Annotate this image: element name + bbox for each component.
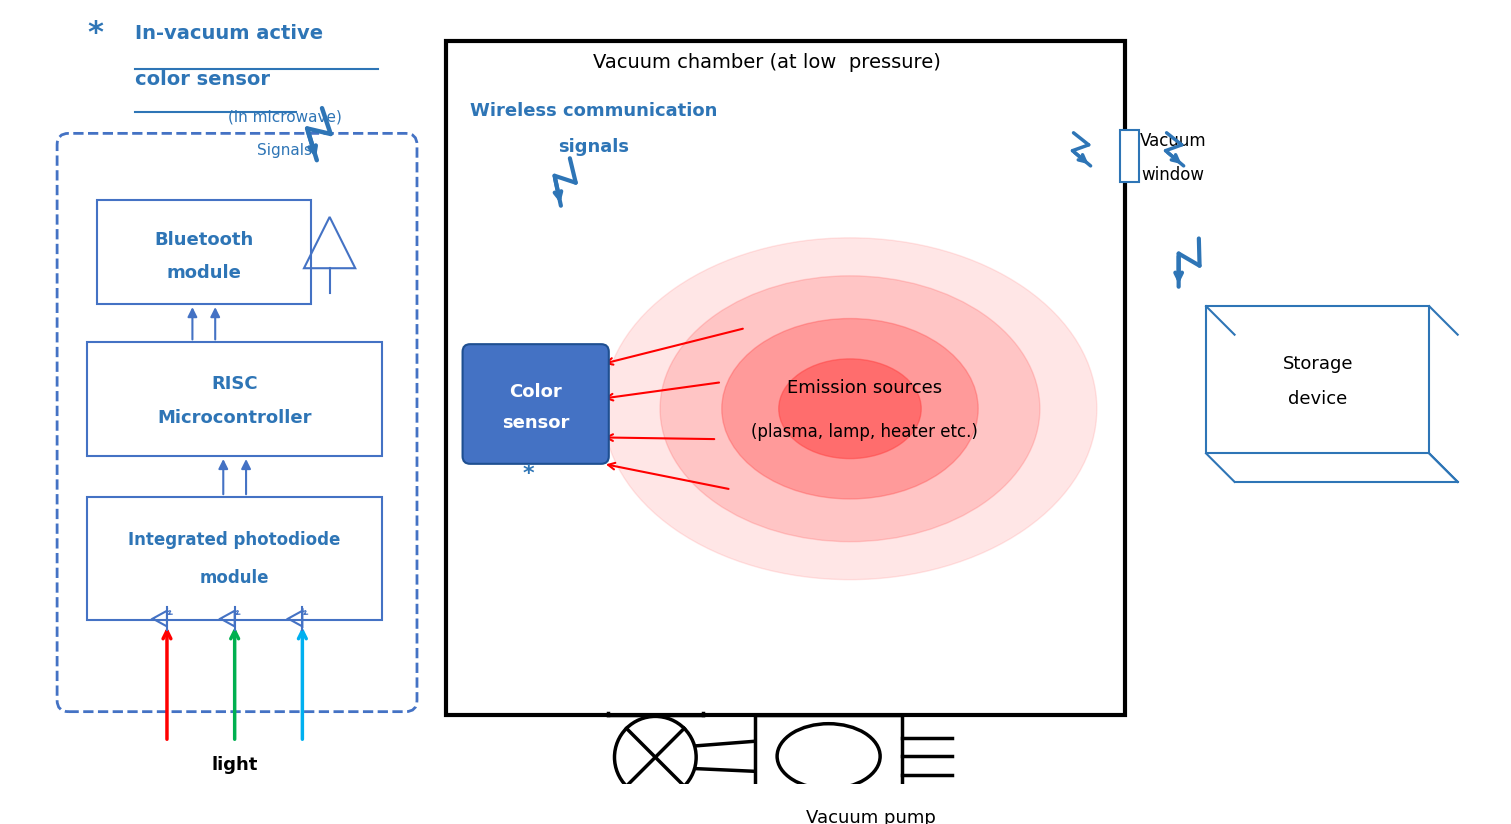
- Text: *: *: [523, 464, 533, 484]
- Ellipse shape: [722, 319, 978, 499]
- Text: module: module: [166, 264, 242, 282]
- Text: signals: signals: [558, 138, 629, 156]
- Text: device: device: [1287, 390, 1348, 408]
- Text: Storage: Storage: [1283, 354, 1352, 372]
- Text: Signals: Signals: [257, 143, 313, 158]
- Text: Vacuum: Vacuum: [1139, 132, 1206, 150]
- Text: window: window: [1141, 166, 1204, 184]
- Text: (plasma, lamp, heater etc.): (plasma, lamp, heater etc.): [751, 424, 978, 442]
- Text: Microcontroller: Microcontroller: [157, 410, 311, 427]
- Text: In-vacuum active: In-vacuum active: [134, 24, 323, 43]
- Ellipse shape: [778, 359, 922, 459]
- Text: Emission sources: Emission sources: [787, 379, 941, 397]
- Ellipse shape: [660, 276, 1040, 541]
- Ellipse shape: [603, 238, 1097, 579]
- Text: module: module: [199, 569, 269, 587]
- Text: *: *: [88, 20, 103, 49]
- Text: Vacuum chamber (at low  pressure): Vacuum chamber (at low pressure): [592, 53, 941, 72]
- Text: Color: Color: [509, 382, 562, 400]
- Text: light: light: [212, 756, 258, 774]
- Text: sensor: sensor: [502, 414, 570, 432]
- FancyBboxPatch shape: [462, 344, 609, 464]
- Text: Bluetooth: Bluetooth: [154, 231, 254, 249]
- Text: (in microwave): (in microwave): [228, 110, 341, 124]
- Text: color sensor: color sensor: [134, 70, 270, 89]
- Text: Wireless communication: Wireless communication: [470, 102, 718, 120]
- FancyBboxPatch shape: [1120, 129, 1139, 182]
- Text: Integrated photodiode: Integrated photodiode: [128, 531, 341, 549]
- Text: RISC: RISC: [212, 375, 258, 393]
- Text: Vacuum pump: Vacuum pump: [807, 809, 937, 824]
